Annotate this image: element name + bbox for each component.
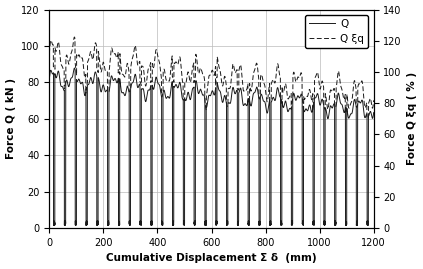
Line: Q ξq: Q ξq	[49, 37, 374, 118]
Legend: Q, Q ξq: Q, Q ξq	[305, 15, 368, 48]
Q ξq	[239, 67, 244, 70]
Q	[72, 66, 77, 70]
Q	[253, 89, 258, 93]
Q ξq	[305, 95, 310, 98]
Q	[47, 77, 52, 80]
Q ξq	[164, 79, 169, 82]
Q ξq	[72, 36, 77, 39]
Line: Q: Q	[49, 68, 374, 225]
X-axis label: Cumulative Displacement Σ δ  (mm): Cumulative Displacement Σ δ (mm)	[106, 253, 317, 263]
Q	[322, 224, 327, 227]
Q	[63, 222, 68, 225]
Q ξq	[253, 65, 258, 69]
Q ξq	[47, 52, 52, 55]
Y-axis label: Force Q ξq ( % ): Force Q ξq ( % )	[407, 72, 418, 165]
Y-axis label: Force Q ( kN ): Force Q ( kN )	[5, 78, 16, 159]
Q	[164, 96, 169, 100]
Q ξq	[365, 117, 371, 120]
Q	[371, 111, 376, 114]
Q	[305, 109, 310, 112]
Q ξq	[63, 79, 68, 82]
Q ξq	[371, 99, 376, 102]
Q	[239, 89, 244, 92]
Q ξq	[287, 94, 292, 98]
Q	[287, 107, 292, 110]
